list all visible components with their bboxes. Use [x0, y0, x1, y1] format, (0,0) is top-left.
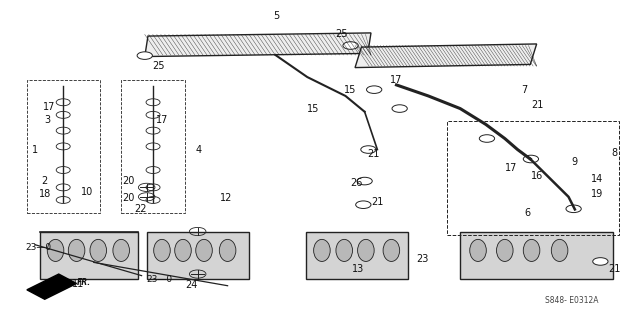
Ellipse shape — [196, 239, 212, 261]
Ellipse shape — [470, 239, 486, 261]
Circle shape — [146, 197, 160, 204]
Circle shape — [56, 127, 70, 134]
Circle shape — [146, 127, 160, 134]
Text: 19: 19 — [591, 189, 604, 199]
Text: 26: 26 — [350, 178, 362, 188]
Text: 4: 4 — [196, 145, 202, 155]
Polygon shape — [147, 232, 248, 279]
Circle shape — [56, 111, 70, 118]
Text: 15: 15 — [307, 104, 320, 114]
Text: 8: 8 — [611, 148, 618, 158]
Circle shape — [137, 52, 152, 59]
Text: 9: 9 — [572, 157, 578, 167]
Text: 25: 25 — [152, 61, 165, 71]
Polygon shape — [27, 274, 77, 299]
Circle shape — [367, 86, 382, 93]
Circle shape — [146, 143, 160, 150]
Text: 2: 2 — [42, 176, 48, 186]
Ellipse shape — [220, 239, 236, 261]
Text: 17: 17 — [43, 102, 56, 112]
Text: 25: 25 — [335, 29, 348, 38]
Text: S848- E0312A: S848- E0312A — [545, 296, 598, 305]
Circle shape — [593, 258, 608, 265]
Text: 24: 24 — [185, 280, 198, 290]
Bar — [121, 80, 185, 213]
Circle shape — [56, 167, 70, 174]
Circle shape — [479, 135, 495, 142]
Text: 21: 21 — [532, 100, 544, 110]
Text: 20: 20 — [123, 193, 135, 204]
Text: 13: 13 — [352, 264, 364, 274]
Text: 5: 5 — [273, 10, 280, 21]
Text: 21: 21 — [367, 149, 380, 159]
Text: 11: 11 — [72, 279, 84, 288]
Ellipse shape — [113, 239, 129, 261]
Text: 21: 21 — [608, 264, 621, 274]
Bar — [27, 80, 100, 213]
Text: 1: 1 — [32, 145, 38, 155]
Ellipse shape — [175, 239, 191, 261]
Ellipse shape — [314, 239, 330, 261]
Circle shape — [146, 167, 160, 174]
Text: 3: 3 — [44, 114, 51, 125]
Polygon shape — [306, 232, 408, 279]
Text: 17: 17 — [390, 75, 403, 85]
Circle shape — [146, 111, 160, 118]
Ellipse shape — [524, 239, 540, 261]
Text: 10: 10 — [81, 187, 93, 197]
Text: 17: 17 — [156, 114, 169, 125]
Circle shape — [56, 184, 70, 191]
Ellipse shape — [336, 239, 353, 261]
Text: 20: 20 — [123, 176, 135, 186]
Ellipse shape — [358, 239, 374, 261]
Text: 23: 23 — [416, 254, 428, 264]
Ellipse shape — [47, 239, 64, 261]
Circle shape — [56, 143, 70, 150]
Polygon shape — [145, 33, 371, 57]
Circle shape — [56, 197, 70, 204]
Ellipse shape — [154, 239, 170, 261]
Ellipse shape — [68, 239, 85, 261]
Text: 17: 17 — [505, 163, 517, 173]
Polygon shape — [40, 232, 138, 279]
Circle shape — [357, 177, 372, 185]
Text: FR.: FR. — [77, 278, 91, 287]
Text: 16: 16 — [531, 171, 543, 181]
Text: 23—0: 23—0 — [147, 275, 173, 284]
Text: 18: 18 — [38, 189, 51, 199]
Text: 14: 14 — [591, 175, 604, 184]
Polygon shape — [355, 44, 537, 68]
Text: 22: 22 — [134, 204, 147, 214]
Circle shape — [356, 201, 371, 209]
Ellipse shape — [90, 239, 106, 261]
Circle shape — [146, 99, 160, 106]
Text: 7: 7 — [521, 85, 527, 95]
Ellipse shape — [383, 239, 399, 261]
Polygon shape — [460, 232, 613, 279]
Circle shape — [343, 42, 358, 49]
Text: 21: 21 — [371, 197, 383, 207]
Text: 23—0: 23—0 — [26, 243, 51, 252]
Circle shape — [524, 155, 539, 163]
Circle shape — [566, 205, 581, 213]
Circle shape — [146, 184, 160, 191]
Text: 12: 12 — [220, 193, 232, 204]
Text: 6: 6 — [525, 208, 531, 218]
Text: 15: 15 — [344, 85, 356, 95]
Ellipse shape — [497, 239, 513, 261]
Circle shape — [56, 99, 70, 106]
Circle shape — [361, 146, 376, 153]
Ellipse shape — [551, 239, 568, 261]
Bar — [447, 121, 620, 235]
Circle shape — [392, 105, 407, 112]
